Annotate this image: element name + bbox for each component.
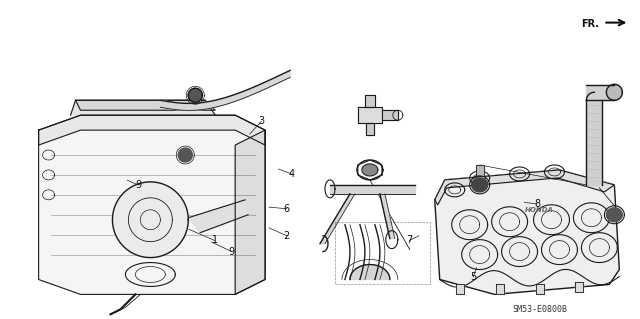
- Polygon shape: [382, 110, 398, 120]
- Text: 9: 9: [229, 247, 235, 256]
- Polygon shape: [586, 85, 614, 100]
- Text: FR.: FR.: [581, 19, 600, 29]
- Polygon shape: [365, 95, 375, 107]
- Polygon shape: [188, 88, 202, 102]
- Polygon shape: [350, 264, 390, 279]
- Polygon shape: [472, 178, 488, 192]
- Polygon shape: [606, 208, 622, 222]
- Text: 1: 1: [212, 235, 218, 246]
- Polygon shape: [362, 164, 378, 176]
- Polygon shape: [320, 194, 355, 244]
- Polygon shape: [536, 285, 543, 294]
- Polygon shape: [495, 285, 504, 294]
- Polygon shape: [606, 84, 622, 100]
- Polygon shape: [435, 170, 620, 294]
- Text: SM53-E0800B: SM53-E0800B: [512, 305, 567, 314]
- Polygon shape: [188, 200, 248, 233]
- Polygon shape: [366, 123, 374, 135]
- Text: 6: 6: [284, 204, 290, 214]
- Text: HONDA: HONDA: [525, 207, 554, 213]
- Polygon shape: [330, 185, 415, 194]
- Polygon shape: [113, 182, 188, 257]
- Polygon shape: [435, 170, 614, 205]
- Text: 9: 9: [135, 180, 141, 190]
- Polygon shape: [179, 148, 192, 162]
- Polygon shape: [76, 100, 215, 110]
- Polygon shape: [586, 100, 602, 185]
- Text: 5: 5: [470, 272, 476, 282]
- Polygon shape: [38, 115, 265, 145]
- Polygon shape: [358, 107, 382, 123]
- Polygon shape: [70, 100, 215, 115]
- Polygon shape: [188, 88, 202, 102]
- Text: 7: 7: [406, 235, 413, 246]
- Polygon shape: [456, 285, 464, 294]
- Polygon shape: [575, 282, 584, 293]
- Polygon shape: [476, 165, 484, 176]
- Text: 4: 4: [288, 169, 294, 179]
- Text: 3: 3: [258, 116, 264, 126]
- Text: 8: 8: [534, 199, 540, 209]
- Polygon shape: [161, 70, 290, 110]
- Polygon shape: [380, 194, 395, 239]
- Polygon shape: [235, 130, 265, 294]
- Text: 2: 2: [284, 231, 290, 241]
- Polygon shape: [38, 115, 265, 294]
